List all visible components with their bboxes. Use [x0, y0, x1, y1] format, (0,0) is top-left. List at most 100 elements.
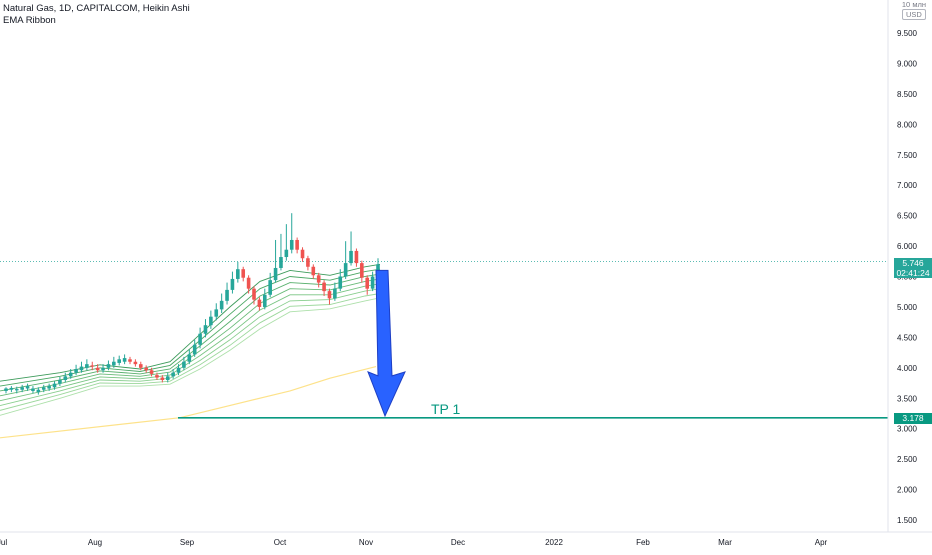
- candle-body: [106, 364, 111, 368]
- candle-body: [144, 367, 148, 371]
- candle-body: [289, 239, 294, 250]
- x-tick-label: Sep: [180, 538, 195, 547]
- candle-body: [52, 383, 57, 388]
- candle-body: [122, 358, 127, 362]
- candle-body: [284, 249, 289, 258]
- candle-body: [192, 344, 197, 355]
- candle-body: [95, 367, 100, 371]
- candle-body: [203, 325, 208, 334]
- x-tick-label: Feb: [636, 538, 650, 547]
- current-price-value: 5.746: [902, 258, 924, 268]
- candle-body: [311, 266, 316, 276]
- y-tick-label: 3.500: [897, 394, 918, 403]
- candle-body: [117, 359, 122, 363]
- candle-body: [149, 370, 154, 374]
- y-tick-label: 6.500: [897, 212, 918, 221]
- candle-body: [246, 277, 251, 289]
- x-tick-label: Apr: [815, 538, 828, 547]
- y-tick-label: 6.000: [897, 242, 918, 251]
- candle-body: [370, 276, 375, 289]
- bar-countdown: 02:41:24: [896, 268, 930, 278]
- y-tick-label: 7.000: [897, 181, 918, 190]
- candle-body: [230, 278, 235, 290]
- y-tick-label: 5.000: [897, 303, 918, 312]
- candle-body: [252, 288, 256, 300]
- candle-body: [155, 375, 159, 378]
- y-tick-label: 3.000: [897, 425, 918, 434]
- candle-body: [171, 372, 175, 377]
- candle-body: [182, 361, 186, 368]
- unit-label: 10 млн: [901, 0, 926, 9]
- tp-label[interactable]: TP 1: [431, 401, 461, 417]
- candle-body: [349, 250, 353, 264]
- candle-body: [354, 250, 359, 264]
- symbol-title[interactable]: Natural Gas, 1D, CAPITALCOM, Heikin Ashi: [3, 3, 190, 14]
- candle-body: [214, 309, 219, 317]
- x-tick-label: Nov: [359, 538, 373, 547]
- candle-body: [306, 258, 310, 267]
- y-tick-label: 2.000: [897, 486, 918, 495]
- candle-body: [198, 333, 202, 345]
- ema-ribbon-line: [0, 278, 381, 397]
- x-tick-label: Jul: [0, 538, 7, 547]
- candle-body: [236, 269, 240, 279]
- candle-body: [343, 263, 348, 277]
- candle-body: [58, 379, 62, 384]
- currency-label[interactable]: USD: [901, 9, 926, 20]
- y-tick-label: 4.500: [897, 333, 918, 342]
- candle-body: [262, 294, 267, 307]
- x-tick-label: Mar: [718, 538, 732, 547]
- candle-body: [4, 388, 8, 391]
- y-tick-label: 2.500: [897, 455, 918, 464]
- current-price-tag: 5.746 02:41:24: [894, 258, 932, 278]
- candle-body: [133, 361, 138, 365]
- ema-ribbon-line: [0, 297, 381, 416]
- ema-ribbon-line: [0, 268, 381, 387]
- candle-body: [79, 366, 84, 371]
- candle-body: [187, 354, 192, 362]
- ema-ribbon-line: [0, 293, 381, 411]
- y-tick-label: 1.500: [897, 516, 918, 525]
- y-tick-label: 9.000: [897, 59, 918, 68]
- candle-body: [273, 267, 278, 281]
- candle-body: [279, 257, 283, 268]
- y-tick-label: 9.500: [897, 29, 918, 38]
- candle-body: [300, 249, 305, 259]
- x-tick-label: Dec: [451, 538, 465, 547]
- candle-body: [365, 277, 370, 289]
- candle-body: [295, 239, 299, 250]
- tp-price-tag: 3.178: [894, 413, 932, 424]
- candle-body: [219, 300, 224, 310]
- candle-body: [9, 387, 14, 390]
- chart-legend: Natural Gas, 1D, CAPITALCOM, Heikin Ashi…: [3, 3, 190, 27]
- ema-ribbon-line: [0, 273, 381, 392]
- ema-long-line: [0, 366, 377, 439]
- y-tick-label: 4.000: [897, 364, 918, 373]
- candle-body: [36, 389, 41, 393]
- ema-ribbon-line: [0, 263, 381, 382]
- candle-body: [14, 389, 19, 391]
- candle-body: [85, 364, 89, 368]
- candle-body: [68, 372, 73, 377]
- candle-body: [138, 364, 143, 368]
- price-scale-unit: 10 млн USD: [901, 0, 926, 20]
- candle-body: [47, 386, 51, 389]
- candle-body: [63, 376, 68, 380]
- candle-body: [25, 386, 30, 389]
- candle-body: [241, 269, 246, 278]
- x-tick-label: Aug: [88, 538, 102, 547]
- candle-body: [20, 387, 24, 390]
- candle-body: [176, 367, 181, 373]
- candle-body: [225, 289, 229, 301]
- y-tick-label: 8.500: [897, 90, 918, 99]
- candle-body: [74, 369, 78, 373]
- down-arrow-shape: [367, 269, 406, 418]
- candle-body: [360, 263, 364, 278]
- indicator-name[interactable]: EMA Ribbon: [3, 15, 56, 26]
- candle-body: [209, 316, 213, 326]
- candle-body: [322, 282, 326, 292]
- candle-body: [41, 387, 46, 390]
- candle-body: [90, 365, 95, 367]
